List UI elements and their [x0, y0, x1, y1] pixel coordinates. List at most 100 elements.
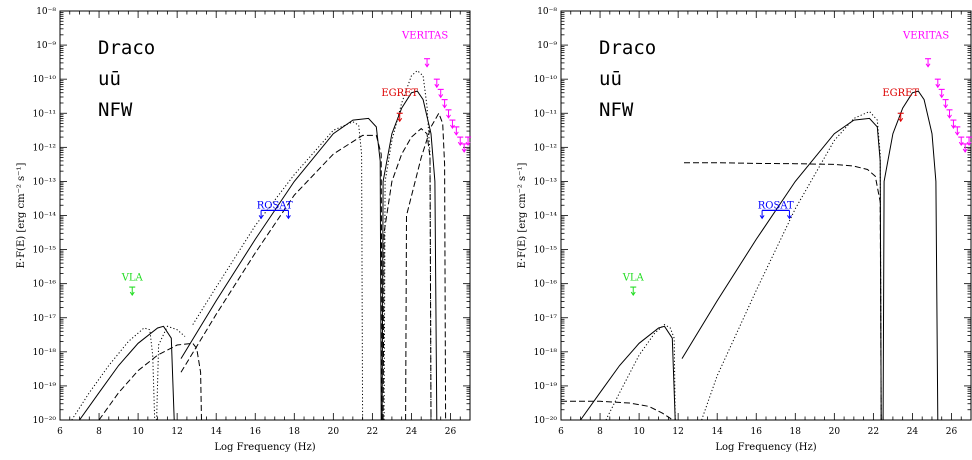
limit-arrow-head: [461, 148, 467, 153]
x-tick-label: 6: [558, 427, 564, 437]
y-tick-label: 10⁻¹³: [33, 177, 57, 187]
x-tick-label: 14: [210, 427, 222, 437]
series-line-dotted: [71, 327, 156, 420]
upper-limit-veritas: [424, 58, 472, 153]
limit-arrow-head: [951, 124, 956, 129]
y-tick-label: 10⁻¹⁰: [534, 75, 558, 85]
series-line-dotted: [605, 323, 676, 420]
y-tick-label: 10⁻¹⁷: [33, 314, 57, 324]
y-tick-label: 10⁻⁹: [36, 41, 56, 51]
limit-arrow-head: [966, 141, 972, 147]
x-tick-label: 6: [57, 427, 63, 437]
panel-label: Draco: [98, 37, 155, 59]
y-tick-label: 10⁻¹⁴: [534, 212, 558, 222]
series-line-dotted: [192, 121, 364, 420]
limit-arrow-head: [925, 63, 931, 68]
y-tick-label: 10⁻¹²: [33, 143, 57, 153]
y-tick-label: 10⁻¹⁵: [33, 246, 57, 256]
x-tick-label: 12: [171, 427, 182, 437]
limit-arrow-head: [457, 141, 463, 147]
x-tick-label: 10: [132, 427, 144, 437]
plot-frame: [59, 10, 471, 421]
annotation-rosat: ROSAT: [257, 201, 293, 212]
series-line-solid: [79, 325, 175, 420]
series-line-solid: [580, 325, 676, 420]
annotation-vla: VLA: [622, 272, 645, 283]
x-tick-label: 22: [868, 427, 879, 437]
limit-arrow-head: [450, 124, 455, 129]
y-tick-label: 10⁻²⁰: [534, 416, 558, 426]
panel-label: NFW: [599, 99, 634, 121]
x-tick-label: 10: [633, 427, 645, 437]
limit-arrow-head: [442, 104, 448, 109]
x-tick-label: 18: [790, 427, 802, 437]
limit-arrow-head: [258, 215, 264, 220]
upper-limit-vla: [630, 286, 637, 296]
upper-limit-rosat: [258, 209, 291, 220]
limit-arrow-head: [397, 117, 403, 123]
x-tick-label: 24: [406, 427, 418, 437]
series-line-solid: [882, 90, 939, 420]
y-axis-title: E·F(E) [erg cm⁻² s⁻¹]: [16, 163, 27, 269]
series-line-dashed: [684, 162, 882, 420]
x-tick-label: 12: [672, 427, 683, 437]
y-tick-label: 10⁻⁸: [36, 7, 56, 17]
limit-arrow-head: [939, 94, 945, 99]
x-tick-label: 8: [597, 427, 603, 437]
y-tick-label: 10⁻¹⁹: [33, 382, 57, 392]
x-tick-label: 16: [751, 427, 763, 437]
series-line-dotted: [701, 110, 882, 420]
x-tick-label: 8: [96, 427, 102, 437]
limit-arrow-head: [935, 83, 941, 89]
y-tick-label: 10⁻¹⁶: [534, 280, 558, 290]
limit-arrow-head: [465, 141, 471, 147]
x-tick-label: 24: [907, 427, 919, 437]
y-tick-label: 10⁻²⁰: [33, 416, 57, 426]
y-tick-label: 10⁻¹³: [534, 177, 558, 187]
series-line-dashed: [405, 112, 447, 420]
upper-limit-veritas: [925, 58, 972, 153]
limit-arrow-head: [759, 215, 765, 220]
annotation-vla: VLA: [121, 272, 144, 283]
curves: [561, 90, 939, 420]
y-tick-label: 10⁻¹¹: [534, 109, 557, 119]
plot-frame: [560, 10, 972, 421]
y-tick-label: 10⁻¹⁶: [33, 280, 57, 290]
limit-arrow-head: [129, 291, 135, 296]
series-line-dashed: [561, 400, 673, 420]
curves: [71, 69, 447, 420]
x-tick-label: 16: [250, 427, 262, 437]
y-tick-label: 10⁻¹⁷: [534, 314, 558, 324]
chart-panel-1: 6 8 10 12 14 16 18 20 22 24 26 10⁻²⁰ 10⁻¹⁹ 10⁻¹⁸ 10⁻¹⁷…: [16, 7, 472, 453]
x-tick-label: 26: [946, 427, 958, 437]
upper-limit-vla: [129, 286, 136, 296]
upper-limit-rosat: [759, 209, 792, 220]
limit-arrow-head: [434, 83, 440, 89]
y-tick-label: 10⁻¹⁴: [33, 212, 57, 222]
x-tick-label: 26: [445, 427, 457, 437]
annotation-egret: EGRET: [381, 88, 418, 99]
limit-arrow-head: [954, 131, 960, 136]
x-tick-label: 22: [367, 427, 378, 437]
series-line-dashed: [382, 127, 432, 420]
x-tick-label: 18: [289, 427, 301, 437]
x-tick-label: 20: [829, 427, 841, 437]
series-line-dashed: [98, 342, 202, 420]
y-axis-title: E·F(E) [erg cm⁻² s⁻¹]: [517, 163, 528, 269]
panel-label: Draco: [599, 37, 656, 59]
limit-arrow-head: [943, 104, 949, 109]
y-tick-label: 10⁻¹⁹: [534, 382, 558, 392]
series-line-solid: [681, 117, 882, 420]
chart-panel-2: 6 8 10 12 14 16 18 20 22 24 26 10⁻²⁰ 10⁻¹⁹ 10⁻¹⁸ 10⁻¹⁷…: [517, 7, 972, 453]
y-tick-label: 10⁻¹⁵: [534, 246, 558, 256]
y-tick-label: 10⁻¹⁰: [33, 75, 57, 85]
limit-arrow-head: [438, 94, 444, 99]
series-line-solid: [180, 117, 382, 420]
annotation-veritas: VERITAS: [401, 30, 448, 41]
upper-limit-egret: [897, 112, 904, 123]
annotation-veritas: VERITAS: [902, 30, 949, 41]
x-tick-label: 14: [711, 427, 723, 437]
y-tick-label: 10⁻¹⁸: [33, 348, 57, 358]
limit-arrow-head: [898, 117, 904, 123]
